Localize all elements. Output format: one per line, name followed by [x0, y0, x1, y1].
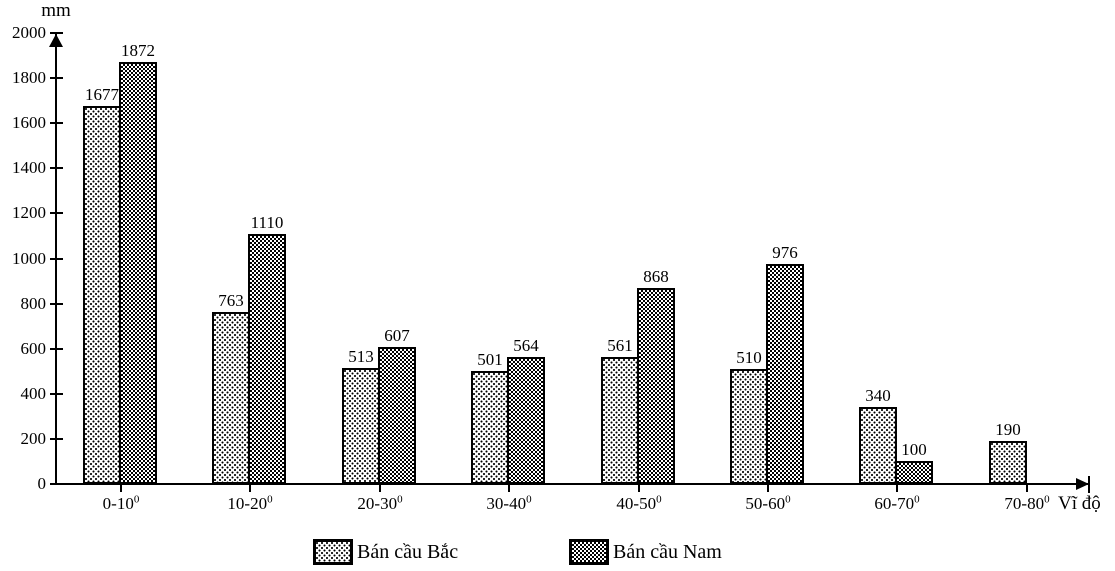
y-tick-label: 2000 [12, 23, 46, 42]
bar-value-label: 340 [865, 386, 891, 405]
bar [471, 371, 509, 484]
y-tick-label: 800 [20, 294, 47, 313]
y-tick [50, 122, 63, 124]
bar [342, 368, 380, 484]
y-tick-label: 400 [20, 384, 47, 403]
bar-value-label: 763 [218, 291, 244, 310]
bar-value-label: 1110 [250, 213, 284, 232]
bar [601, 357, 639, 484]
bar-value-label: 190 [995, 420, 1021, 439]
x-tick-label: 10-200 [227, 493, 273, 513]
bar [766, 264, 804, 484]
legend-label: Bán cầu Bắc [357, 541, 459, 563]
y-tick [50, 32, 63, 34]
y-tick [50, 438, 63, 440]
bar-value-label: 564 [513, 336, 539, 355]
y-axis-arrow-icon [49, 34, 63, 47]
y-tick [50, 167, 63, 169]
legend-label: Bán cầu Nam [613, 541, 722, 563]
x-tick-label: 60-700 [874, 493, 920, 513]
y-tick-label: 0 [37, 474, 47, 493]
y-tick [50, 393, 63, 395]
y-tick-label: 1200 [12, 203, 46, 222]
y-tick [50, 258, 63, 260]
x-tick [379, 483, 381, 492]
bar-value-label: 1677 [85, 85, 119, 104]
y-tick-label: 1600 [12, 113, 46, 132]
bar-value-label: 976 [772, 243, 798, 262]
y-tick [50, 483, 63, 485]
bar [989, 441, 1027, 484]
x-tick [638, 483, 640, 492]
x-tick-label: 20-300 [357, 493, 403, 513]
x-axis-line [55, 483, 1088, 485]
bar [248, 234, 286, 484]
bar-value-label: 513 [348, 347, 374, 366]
y-tick-label: 600 [20, 339, 47, 358]
x-tick [120, 483, 122, 492]
bar [507, 357, 545, 484]
bar-value-label: 561 [607, 336, 633, 355]
x-axis-end-tick [1088, 476, 1090, 493]
y-tick [50, 212, 63, 214]
y-tick-label: 1800 [12, 68, 46, 87]
x-tick-label: 70-800 [1004, 493, 1050, 513]
legend-swatch [313, 539, 353, 565]
bar [212, 312, 250, 484]
bar-value-label: 868 [643, 267, 669, 286]
bar [730, 369, 768, 484]
bar [119, 62, 157, 484]
x-tick-label: 30-400 [486, 493, 532, 513]
y-tick [50, 303, 63, 305]
bar [637, 288, 675, 484]
bar-value-label: 501 [477, 350, 503, 369]
bar [895, 461, 933, 484]
bar-value-label: 100 [901, 440, 927, 459]
x-tick-label: 50-600 [745, 493, 791, 513]
y-tick-label: 1400 [12, 158, 46, 177]
x-tick-label: 0-100 [102, 493, 140, 513]
bar [83, 106, 121, 484]
y-tick-label: 200 [20, 429, 47, 448]
legend-swatch [569, 539, 609, 565]
x-tick [767, 483, 769, 492]
y-tick-label: 1000 [12, 249, 46, 268]
y-tick [50, 348, 63, 350]
x-tick [896, 483, 898, 492]
x-tick [508, 483, 510, 492]
bar-value-label: 607 [384, 326, 410, 345]
x-tick [1026, 483, 1028, 492]
x-axis-title: Vĩ độ [1058, 493, 1101, 514]
bar [859, 407, 897, 484]
y-axis-title: mm [41, 0, 71, 21]
x-axis-arrow-icon [1076, 478, 1089, 490]
bar-value-label: 510 [736, 348, 762, 367]
bar-value-label: 1872 [121, 41, 155, 60]
y-tick [50, 77, 63, 79]
x-tick [249, 483, 251, 492]
bar [378, 347, 416, 484]
x-tick-label: 40-500 [616, 493, 662, 513]
